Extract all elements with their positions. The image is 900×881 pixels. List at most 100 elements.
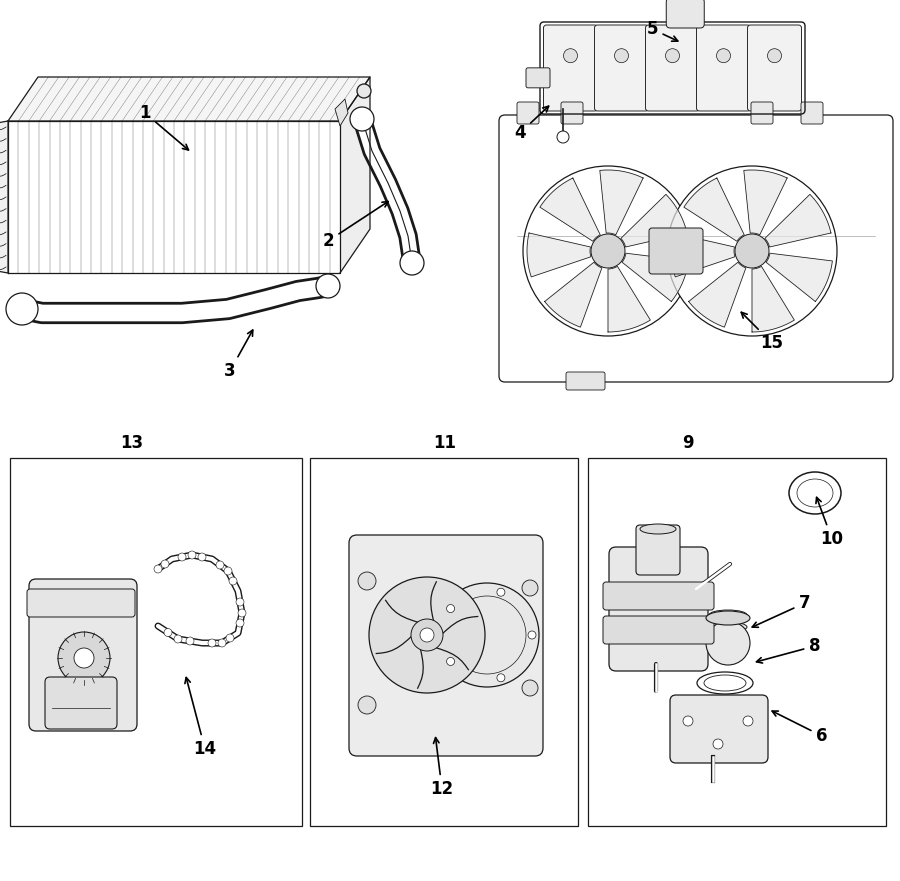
Circle shape xyxy=(713,739,723,749)
Circle shape xyxy=(435,583,539,687)
Polygon shape xyxy=(8,121,340,273)
Ellipse shape xyxy=(709,622,747,632)
Polygon shape xyxy=(599,170,643,234)
FancyBboxPatch shape xyxy=(666,0,704,28)
FancyBboxPatch shape xyxy=(609,547,708,671)
Ellipse shape xyxy=(789,472,841,514)
Ellipse shape xyxy=(797,479,833,507)
FancyBboxPatch shape xyxy=(517,102,539,124)
Polygon shape xyxy=(765,195,831,247)
Polygon shape xyxy=(688,263,746,327)
Circle shape xyxy=(178,553,186,561)
Circle shape xyxy=(683,716,693,726)
FancyBboxPatch shape xyxy=(636,525,680,575)
Circle shape xyxy=(665,48,680,63)
Circle shape xyxy=(58,632,110,684)
Text: 8: 8 xyxy=(757,637,821,663)
Text: 5: 5 xyxy=(646,20,678,41)
Circle shape xyxy=(216,561,224,569)
FancyBboxPatch shape xyxy=(670,695,768,763)
Polygon shape xyxy=(752,266,795,332)
Circle shape xyxy=(188,551,196,559)
FancyBboxPatch shape xyxy=(526,68,550,88)
Circle shape xyxy=(358,696,376,714)
Circle shape xyxy=(226,634,234,642)
Ellipse shape xyxy=(704,675,746,691)
FancyBboxPatch shape xyxy=(595,25,649,111)
FancyBboxPatch shape xyxy=(748,25,802,111)
Ellipse shape xyxy=(706,611,750,625)
Polygon shape xyxy=(684,178,744,241)
Bar xyxy=(10,458,302,826)
Circle shape xyxy=(161,560,169,568)
Circle shape xyxy=(198,553,206,561)
Polygon shape xyxy=(340,77,370,273)
Text: 15: 15 xyxy=(742,312,784,352)
Bar xyxy=(310,458,578,826)
Text: 12: 12 xyxy=(430,737,454,798)
FancyBboxPatch shape xyxy=(566,372,605,390)
Polygon shape xyxy=(8,77,370,121)
Circle shape xyxy=(523,166,693,336)
Circle shape xyxy=(716,48,731,63)
FancyBboxPatch shape xyxy=(697,25,751,111)
Polygon shape xyxy=(544,263,602,327)
Text: 4: 4 xyxy=(514,107,549,142)
Circle shape xyxy=(236,619,244,627)
Circle shape xyxy=(557,131,569,143)
Polygon shape xyxy=(743,170,788,234)
Polygon shape xyxy=(621,195,687,247)
FancyBboxPatch shape xyxy=(29,579,137,731)
FancyBboxPatch shape xyxy=(544,25,598,111)
Text: 14: 14 xyxy=(184,677,217,758)
Circle shape xyxy=(706,621,750,665)
Ellipse shape xyxy=(709,646,747,656)
Circle shape xyxy=(522,680,538,696)
Polygon shape xyxy=(527,233,591,277)
Ellipse shape xyxy=(640,524,676,534)
Circle shape xyxy=(358,572,376,590)
Polygon shape xyxy=(766,253,832,301)
Ellipse shape xyxy=(697,672,753,694)
Circle shape xyxy=(522,580,538,596)
Circle shape xyxy=(218,639,226,647)
Circle shape xyxy=(238,609,246,617)
Circle shape xyxy=(357,84,371,98)
Circle shape xyxy=(174,635,182,643)
Circle shape xyxy=(208,639,216,647)
FancyBboxPatch shape xyxy=(603,582,714,610)
FancyBboxPatch shape xyxy=(649,228,703,274)
Text: 13: 13 xyxy=(121,434,144,452)
Text: 2: 2 xyxy=(322,202,388,250)
FancyBboxPatch shape xyxy=(499,115,893,382)
FancyBboxPatch shape xyxy=(27,589,135,617)
Circle shape xyxy=(186,637,194,645)
Polygon shape xyxy=(335,99,348,126)
Circle shape xyxy=(229,577,237,585)
Circle shape xyxy=(591,234,625,268)
Circle shape xyxy=(420,628,434,642)
Text: 11: 11 xyxy=(434,434,456,452)
Polygon shape xyxy=(622,253,688,301)
Circle shape xyxy=(528,631,536,639)
Text: 7: 7 xyxy=(752,594,811,627)
Circle shape xyxy=(164,628,172,636)
Circle shape xyxy=(615,48,628,63)
Circle shape xyxy=(74,648,94,668)
Circle shape xyxy=(446,604,454,612)
Circle shape xyxy=(411,619,443,651)
Circle shape xyxy=(743,716,753,726)
Circle shape xyxy=(563,48,578,63)
Circle shape xyxy=(735,234,769,268)
FancyBboxPatch shape xyxy=(561,102,583,124)
FancyBboxPatch shape xyxy=(801,102,823,124)
Polygon shape xyxy=(671,233,735,277)
FancyBboxPatch shape xyxy=(645,25,699,111)
Text: 3: 3 xyxy=(224,330,253,380)
Polygon shape xyxy=(0,121,8,273)
Bar xyxy=(588,458,886,826)
Text: 6: 6 xyxy=(772,711,828,745)
FancyBboxPatch shape xyxy=(349,535,543,756)
Ellipse shape xyxy=(709,634,747,644)
Circle shape xyxy=(236,598,244,606)
